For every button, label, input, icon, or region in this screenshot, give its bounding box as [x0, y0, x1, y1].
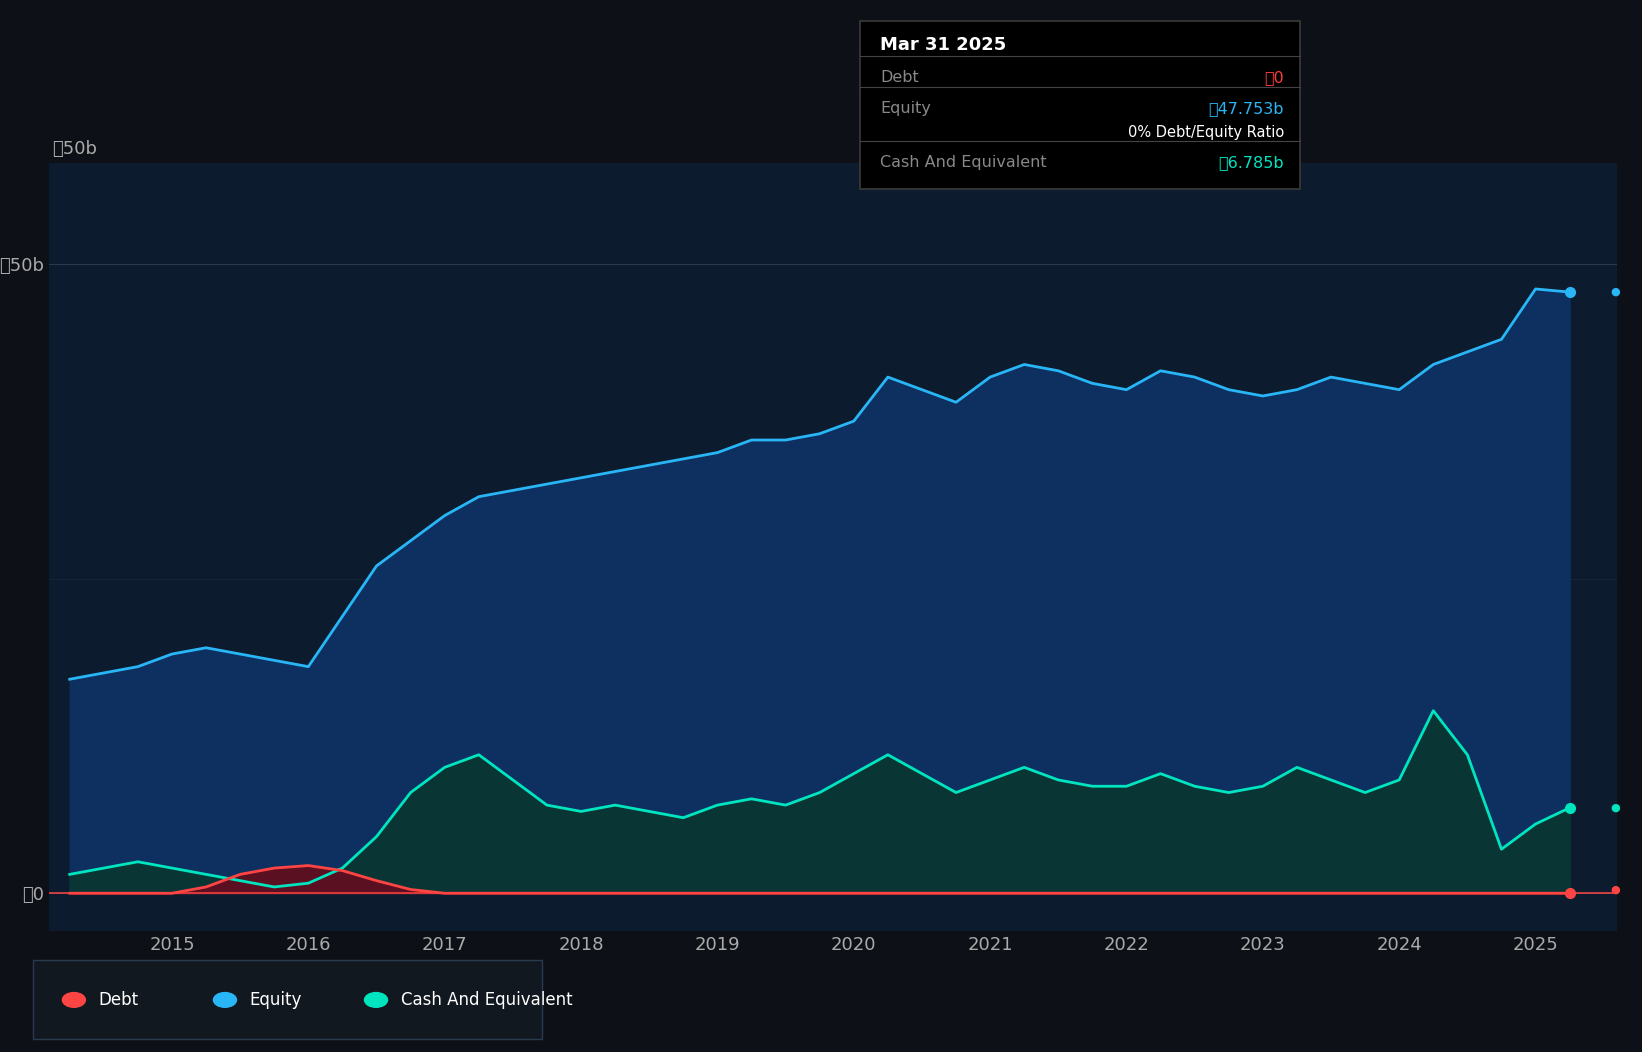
- Text: ●: ●: [1611, 803, 1621, 813]
- Text: Debt: Debt: [880, 69, 920, 85]
- Text: Mar 31 2025: Mar 31 2025: [880, 37, 1007, 55]
- Text: Debt: Debt: [99, 991, 138, 1009]
- Text: Cash And Equivalent: Cash And Equivalent: [880, 155, 1046, 170]
- Text: ว47.753b: ว47.753b: [1209, 101, 1284, 116]
- Text: ว50b: ว50b: [53, 140, 97, 158]
- Text: 0% Debt/Equity Ratio: 0% Debt/Equity Ratio: [1128, 125, 1284, 140]
- Text: Equity: Equity: [880, 101, 931, 116]
- Text: ●: ●: [1611, 885, 1621, 894]
- Text: Equity: Equity: [250, 991, 302, 1009]
- Text: ●: ●: [1611, 287, 1621, 297]
- Text: Cash And Equivalent: Cash And Equivalent: [401, 991, 573, 1009]
- Text: ว6.785b: ว6.785b: [1218, 155, 1284, 170]
- Text: ว0: ว0: [1264, 69, 1284, 85]
